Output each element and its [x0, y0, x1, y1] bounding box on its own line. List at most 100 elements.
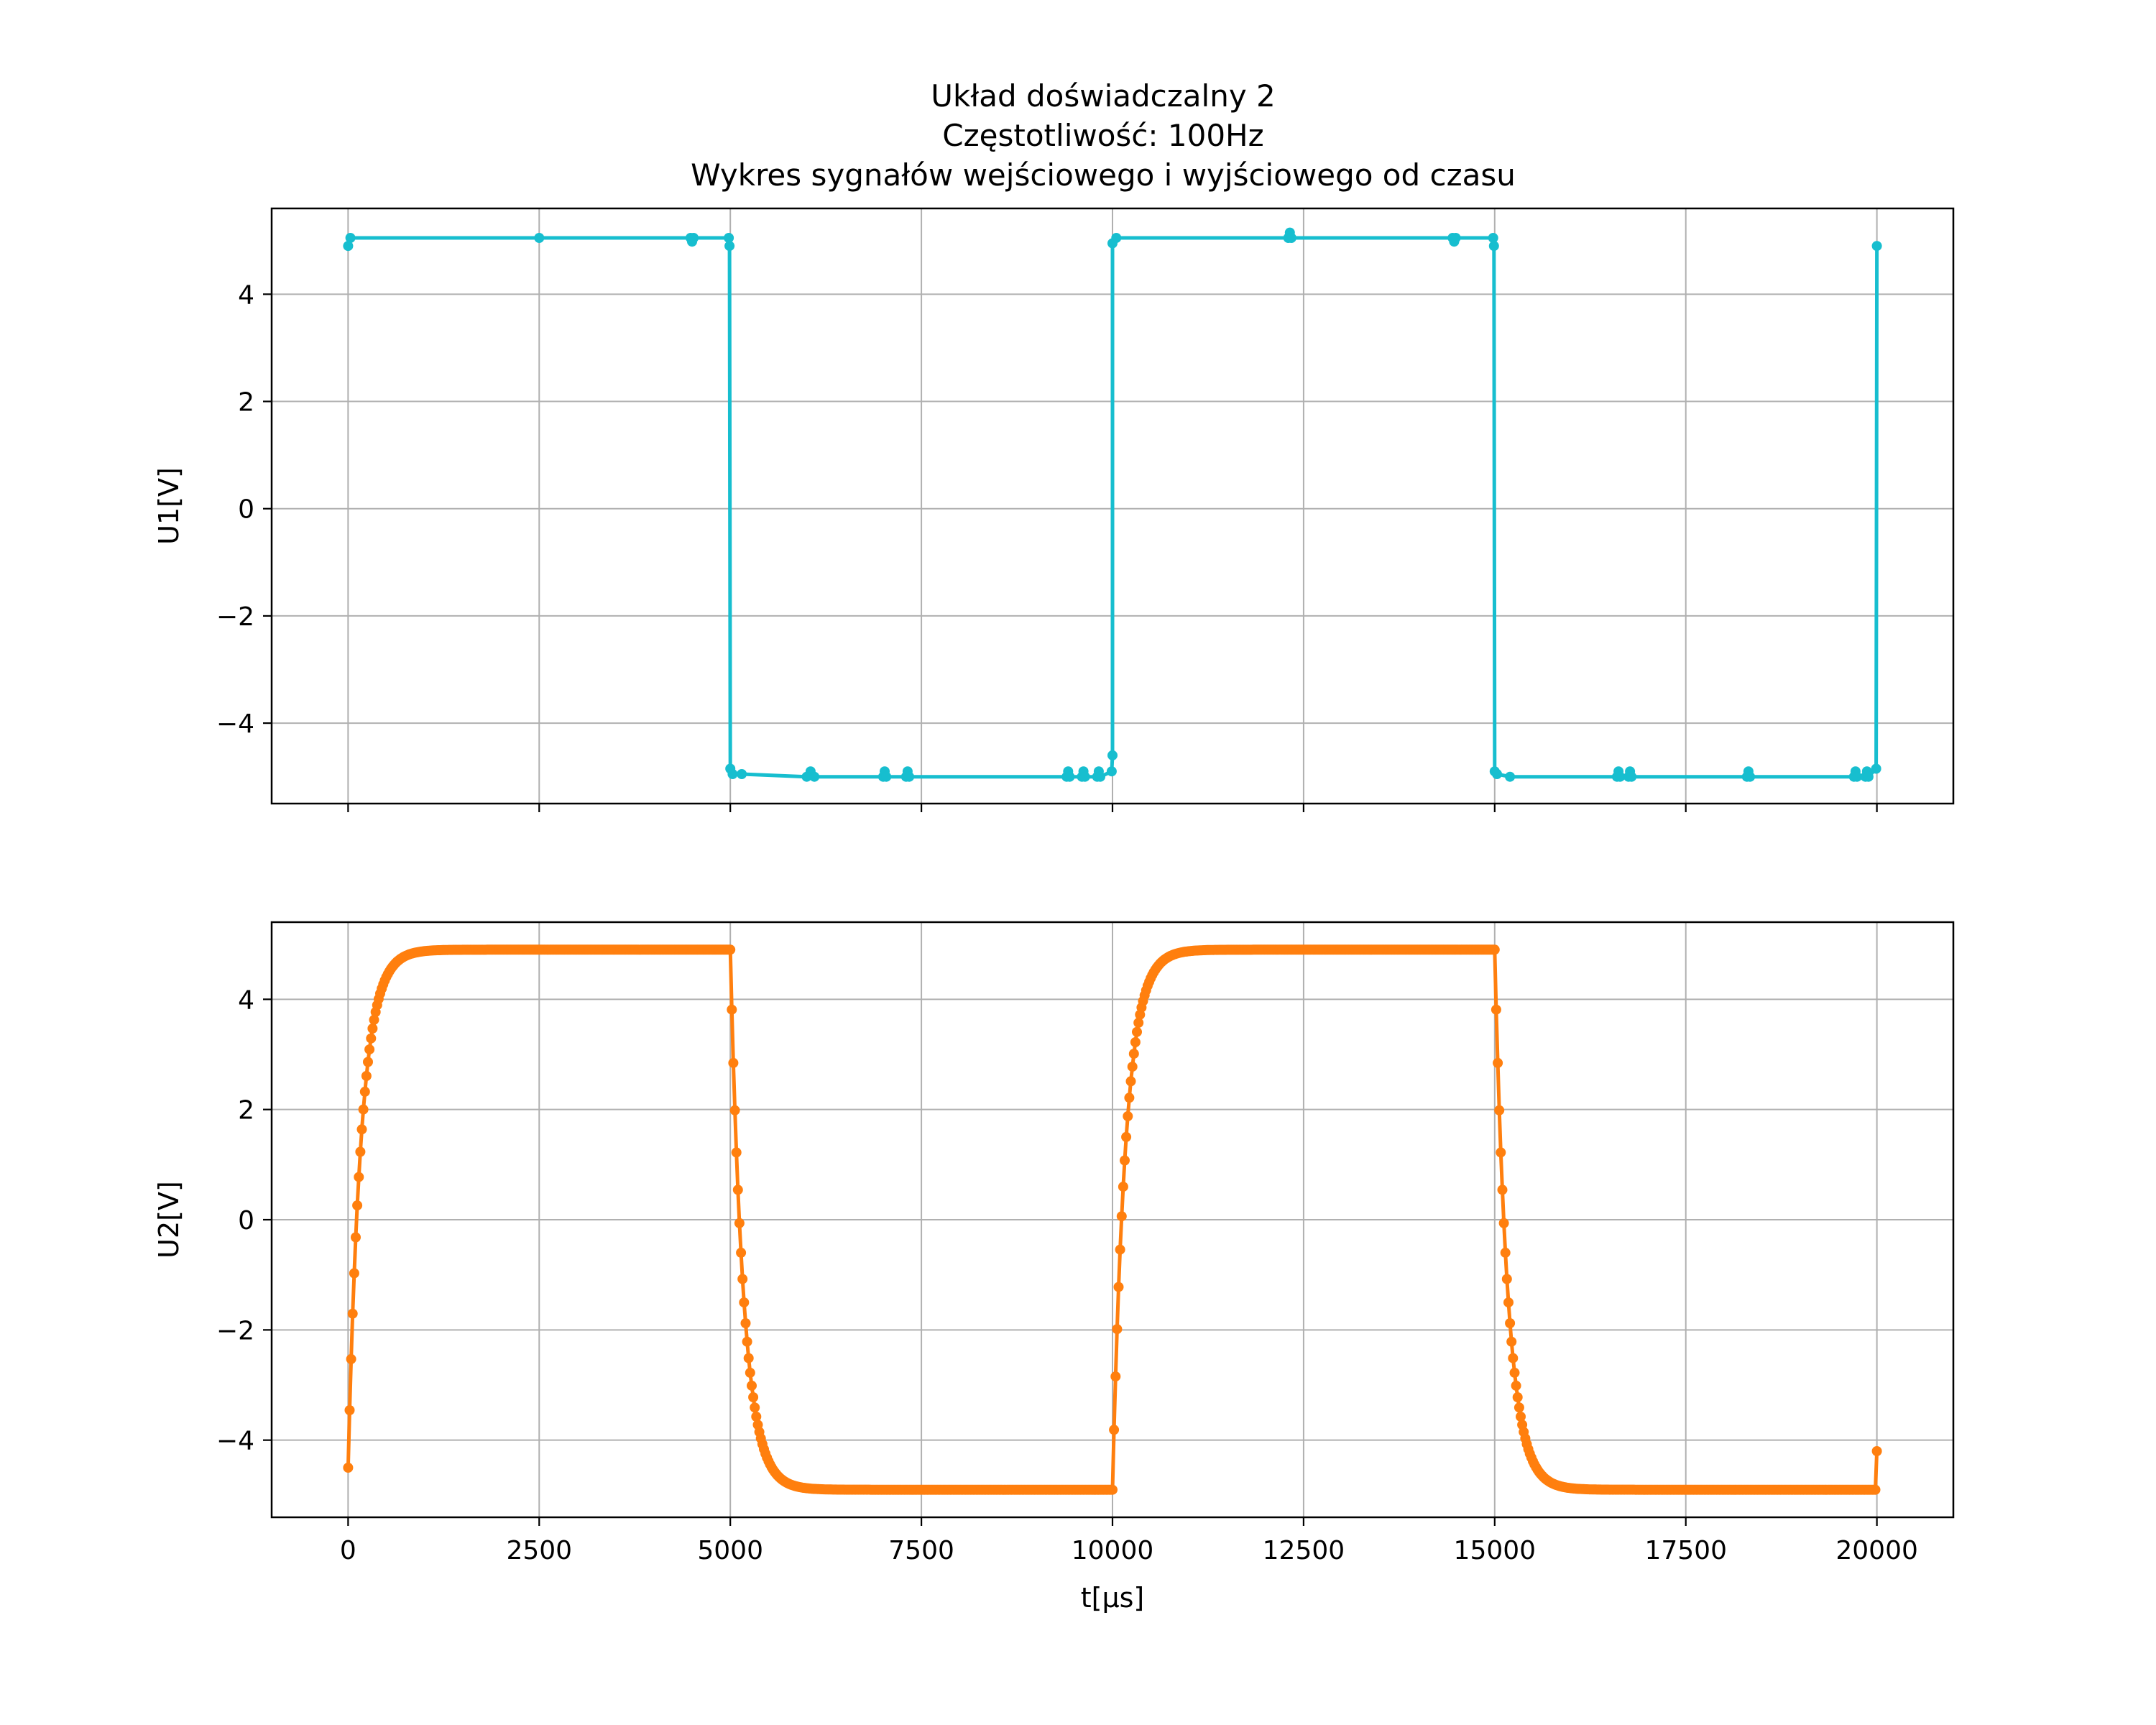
- x-tick-label: 7500: [888, 1536, 954, 1565]
- u2-ylabel: U2[V]: [153, 1181, 185, 1259]
- data-point: [747, 1380, 757, 1391]
- data-point: [1494, 1105, 1505, 1116]
- data-point: [1112, 1324, 1123, 1335]
- data-point: [743, 1353, 754, 1363]
- data-point: [363, 1057, 373, 1067]
- data-point: [1123, 1111, 1133, 1121]
- data-point: [1109, 1425, 1120, 1435]
- data-point: [1498, 1218, 1509, 1228]
- data-point: [737, 769, 747, 779]
- data-point: [727, 1004, 737, 1015]
- data-point: [731, 1147, 742, 1158]
- data-point: [1503, 1297, 1514, 1308]
- u1-ticks: −4 −2 0 2 4: [216, 280, 1878, 812]
- data-point: [1118, 1182, 1128, 1192]
- data-point: [1492, 769, 1502, 779]
- data-point: [688, 233, 699, 243]
- y-tick-label: 2: [238, 1096, 254, 1126]
- x-tick-label: 2500: [506, 1536, 572, 1565]
- data-point: [354, 1172, 364, 1182]
- data-point: [1497, 1184, 1508, 1195]
- u2-ticks: 0 2500 5000 7500 10000 12500 15000 17500 20000 −4…: [216, 985, 1918, 1565]
- data-point: [1127, 1062, 1138, 1072]
- data-point: [1121, 1131, 1132, 1142]
- y-tick-label: −4: [216, 709, 254, 739]
- u2-subplot: 0 2500 5000 7500 10000 12500 15000 17500 20000 −4…: [153, 921, 1955, 1614]
- data-point: [1863, 771, 1874, 782]
- data-point: [740, 1318, 751, 1328]
- data-point: [734, 1218, 745, 1228]
- x-tick-label: 5000: [697, 1536, 763, 1565]
- title-line-3: Wykres sygnałów wejściowego i wyjścioweg…: [691, 157, 1516, 193]
- data-point: [1512, 1392, 1523, 1402]
- data-point: [724, 233, 734, 243]
- data-point: [1128, 1049, 1139, 1059]
- data-point: [728, 1057, 739, 1068]
- data-point: [351, 1232, 361, 1243]
- data-point: [1506, 1336, 1517, 1347]
- data-point: [1511, 1380, 1521, 1391]
- data-point: [1116, 1211, 1127, 1222]
- data-point: [809, 771, 820, 782]
- data-point: [1505, 771, 1516, 782]
- data-point: [1120, 1155, 1130, 1166]
- data-point: [1514, 1402, 1524, 1413]
- data-point: [1106, 766, 1117, 777]
- chart-title: Układ doświadczalny 2 Częstotliwość: 100…: [691, 78, 1516, 193]
- data-point: [1509, 1367, 1520, 1378]
- y-tick-label: −2: [216, 602, 254, 632]
- data-point: [369, 1014, 379, 1025]
- u1-ylabel: U1[V]: [153, 467, 185, 545]
- data-point: [1871, 1446, 1882, 1456]
- data-point: [1500, 1247, 1511, 1258]
- y-tick-label: −4: [216, 1427, 254, 1456]
- data-point: [366, 1033, 377, 1044]
- y-tick-label: 2: [238, 388, 254, 418]
- data-point: [748, 1392, 759, 1402]
- y-tick-label: 4: [238, 280, 254, 310]
- data-point: [346, 1353, 356, 1364]
- data-point: [732, 1184, 743, 1195]
- u2-xlabel: t[μs]: [1081, 1582, 1145, 1614]
- data-point: [724, 241, 735, 252]
- x-tick-label: 10000: [1072, 1536, 1154, 1565]
- data-point: [1132, 1026, 1142, 1037]
- data-point: [1110, 1371, 1121, 1382]
- data-point: [1852, 771, 1862, 782]
- u1-subplot: −4 −2 0 2 4 U1[V]: [153, 207, 1955, 812]
- data-point: [1508, 1353, 1519, 1363]
- u1-series: [343, 227, 1882, 782]
- data-point: [1130, 1037, 1141, 1047]
- data-point: [1493, 1057, 1503, 1068]
- data-point: [1079, 771, 1090, 782]
- data-point: [344, 1405, 355, 1415]
- data-point: [725, 944, 736, 955]
- data-point: [1745, 771, 1756, 782]
- data-point: [742, 1336, 752, 1347]
- data-point: [1450, 233, 1461, 243]
- data-point: [367, 1024, 378, 1034]
- data-point: [1505, 1318, 1516, 1328]
- data-point: [1107, 750, 1118, 760]
- x-tick-label: 15000: [1454, 1536, 1537, 1565]
- data-point: [1111, 233, 1122, 243]
- data-point: [1095, 771, 1105, 782]
- y-tick-label: 4: [238, 985, 254, 1015]
- data-point: [1115, 1244, 1125, 1255]
- u2-series: [343, 944, 1882, 1495]
- data-point: [347, 1308, 358, 1319]
- data-point: [1124, 1092, 1135, 1103]
- data-point: [343, 1463, 354, 1473]
- data-point: [364, 1044, 375, 1055]
- x-tick-label: 12500: [1263, 1536, 1345, 1565]
- y-tick-label: 0: [238, 1206, 254, 1236]
- data-point: [1488, 241, 1499, 252]
- data-point: [1871, 241, 1882, 252]
- title-line-1: Układ doświadczalny 2: [931, 78, 1276, 114]
- data-point: [739, 1297, 750, 1308]
- data-point: [1615, 771, 1626, 782]
- data-point: [534, 233, 545, 243]
- data-point: [745, 1367, 755, 1378]
